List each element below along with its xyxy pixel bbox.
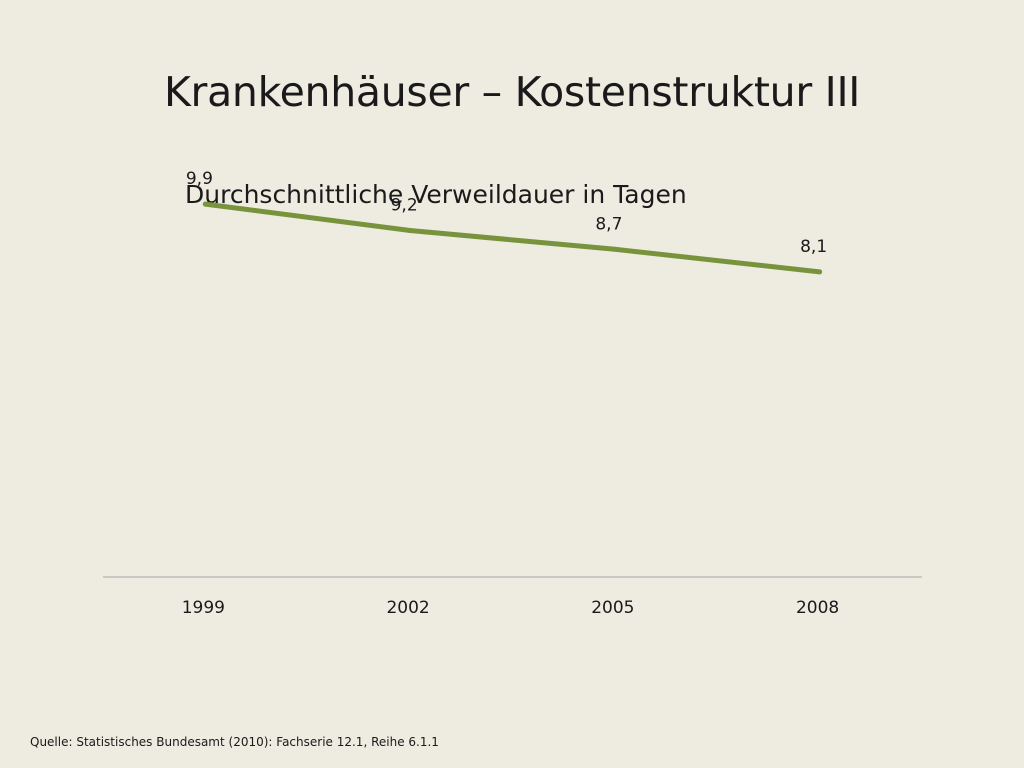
slide-title: Krankenhäuser – Kostenstruktur III <box>163 68 861 116</box>
x-tick-label-2005: 2005 <box>591 598 634 618</box>
chart-title: Durchschnittliche Verweildauer in Tagen <box>185 180 687 209</box>
data-point-2005 <box>612 246 618 252</box>
data-label-2005: 8,7 <box>595 214 622 234</box>
data-point-1999 <box>202 201 208 207</box>
data-label-2008: 8,1 <box>800 237 827 257</box>
source-note: Quelle: Statistisches Bundesamt (2010): … <box>30 735 439 749</box>
data-label-1999: 9,9 <box>186 169 213 189</box>
series-line <box>202 201 823 275</box>
line-chart: Durchschnittliche Verweildauer in Tagen … <box>103 169 922 618</box>
x-tick-label-2008: 2008 <box>796 598 839 618</box>
data-label-2002: 9,2 <box>391 195 418 215</box>
data-point-2008 <box>817 269 823 275</box>
x-tick-label-2002: 2002 <box>386 598 429 618</box>
data-point-2002 <box>407 227 413 233</box>
x-tick-label-1999: 1999 <box>182 598 225 618</box>
